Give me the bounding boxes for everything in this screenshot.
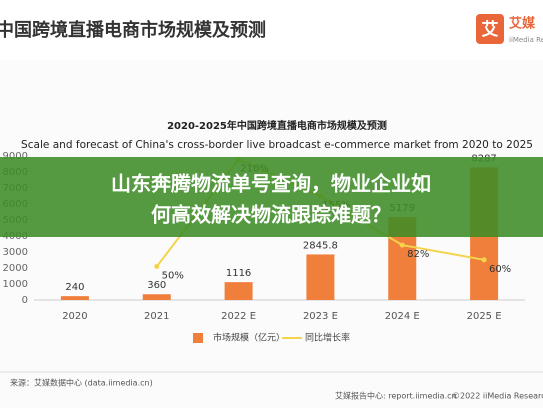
bar [306, 254, 335, 300]
line-point [154, 264, 160, 270]
chart-subtitle: Scale and forecast of China's cross-bord… [21, 139, 533, 151]
x-tick-label: 2023 E [303, 311, 338, 322]
line-value-label: 82% [407, 249, 429, 260]
x-tick-label: 2022 E [221, 311, 256, 322]
logo-sub: iiMedia Research [509, 36, 543, 44]
bar-value-label: 360 [147, 280, 166, 291]
footer-report: 艾媒报告中心: report.iimedia.cn [335, 391, 457, 401]
bar-value-label: 240 [65, 282, 84, 293]
bar [142, 294, 171, 300]
line-value-label: 50% [162, 271, 184, 282]
header-bg [0, 0, 543, 60]
x-tick-label: 2024 E [385, 311, 420, 322]
x-tick-label: 2025 E [467, 311, 502, 322]
footer-copyright: ©2022 iiMedia Research Inc [452, 392, 543, 401]
logo-mark: 艾 [482, 19, 499, 40]
y-tick-label: 0 [22, 295, 28, 306]
legend-swatch [193, 333, 203, 343]
banner-bg [0, 157, 543, 237]
logo-icon [476, 14, 504, 44]
y-tick-label: 3000 [3, 247, 28, 258]
legend: 市场规模（亿元） 同比增长率 [193, 332, 350, 344]
line-value-label: 60% [489, 264, 511, 275]
bar [60, 296, 89, 300]
x-tick-label: 2021 [144, 311, 169, 322]
y-tick-label: 9000 [3, 151, 28, 162]
line-point [399, 242, 405, 248]
banner-line: 山东奔腾物流单号查询，物业企业如 [111, 172, 431, 196]
chart-title: 2020-2025年中国跨境直播电商市场规模及预测 [167, 119, 387, 132]
legend-label: 市场规模（亿元） [213, 332, 285, 344]
y-tick-label: 1000 [3, 279, 28, 290]
y-tick-label: 2000 [3, 263, 28, 274]
banner-line: 何高效解决物流跟踪难题？ [151, 203, 391, 227]
bar-value-label: 1116 [226, 268, 251, 279]
logo-name: 艾媒 [509, 16, 536, 32]
line-point [481, 257, 487, 263]
legend-label: 同比增长率 [305, 332, 350, 344]
footer-source: 来源：艾媒数据中心 (data.iimedia.cn) [10, 378, 153, 388]
bar [224, 282, 253, 300]
header-title: 中国跨境直播电商市场规模及预测 [0, 19, 266, 41]
x-tick-label: 2020 [62, 311, 87, 322]
bar-value-label: 2845.8 [303, 240, 338, 251]
